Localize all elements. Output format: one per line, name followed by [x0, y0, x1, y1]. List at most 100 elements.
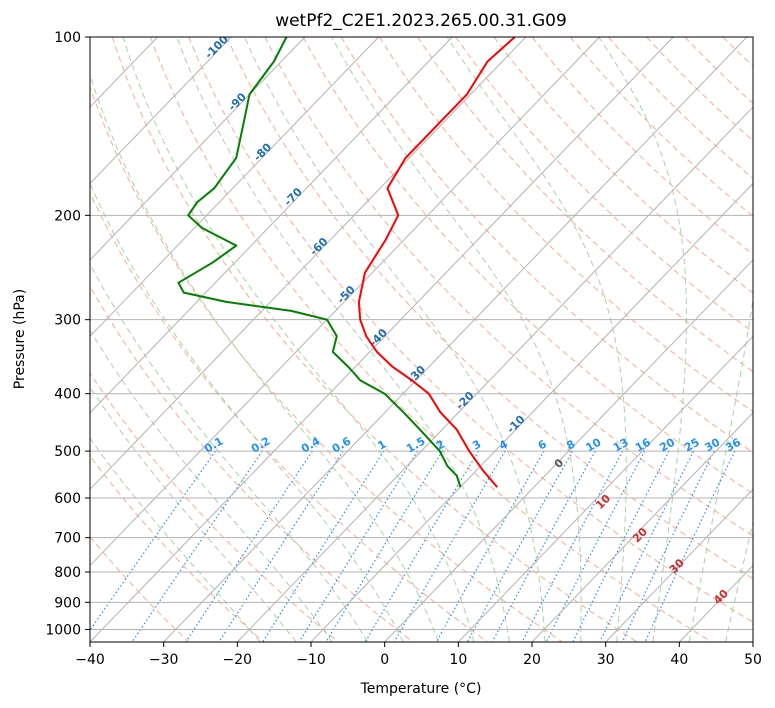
isotherm-line: [90, 37, 600, 567]
isotherm-line: [752, 641, 753, 642]
dry-adiabat-line: [90, 191, 488, 642]
isotherm-line: [236, 106, 753, 642]
mixing-ratio-line: [545, 450, 646, 642]
y-tick-label: 900: [54, 595, 81, 611]
moist-adiabat-line: [762, 37, 775, 642]
y-tick-label: 200: [54, 208, 81, 224]
dry-adiabat-label: -30: [405, 363, 428, 386]
moist-adiabat-line: [90, 329, 333, 642]
x-tick-label: 20: [523, 652, 541, 668]
background-lines: [90, 37, 775, 642]
mixing-ratio-label: 30: [703, 435, 723, 454]
mixing-ratio-label: 10: [584, 435, 604, 454]
moist-adiabat-line: [446, 37, 627, 642]
isotherm-line: [90, 37, 232, 185]
dry-adiabat-label: -50: [335, 283, 358, 306]
x-tick-label: −30: [149, 652, 179, 668]
dry-adiabat-label: -40: [367, 326, 390, 349]
dry-adiabat-line: [302, 37, 753, 495]
dry-adiabat-line: [188, 37, 753, 623]
dry-adiabat-line: [569, 37, 753, 217]
mixing-ratio-label: 1: [376, 438, 389, 453]
moist-adiabat-line: [598, 37, 687, 642]
y-axis: 100 200 300 400 500 600 700 800 900 1000: [45, 30, 90, 638]
dry-adiabat-line: [264, 37, 753, 537]
x-tick-label: 40: [670, 652, 688, 668]
x-tick-label: −40: [75, 652, 105, 668]
isotherm-line: [90, 37, 527, 490]
mixing-ratio-label: 6: [536, 437, 549, 452]
x-tick-label: 0: [380, 652, 389, 668]
dry-adiabat-line: [761, 37, 775, 642]
dry-adiabat-line: [417, 37, 753, 373]
moist-adiabat-line: [90, 437, 261, 642]
moist-adiabat-line: [176, 37, 510, 642]
dry-adiabat-line: [90, 285, 414, 642]
dry-adiabat-line: [493, 37, 753, 294]
mixing-ratio-line: [572, 450, 670, 642]
y-tick-label: 300: [54, 313, 81, 329]
moist-adiabat-label: 10: [593, 492, 613, 512]
y-tick-label: 800: [54, 565, 81, 581]
moist-adiabat-line: [725, 520, 753, 642]
dry-adiabat-line: [226, 37, 753, 580]
x-axis: −40 −30 −20 −10 0 10 20 30 40 50: [75, 642, 762, 668]
moist-adiabat-label: 20: [630, 525, 650, 545]
isotherm-line: [163, 37, 748, 642]
isotherm-line: [384, 259, 753, 642]
moist-adiabat-line: [244, 37, 546, 642]
mixing-ratio-label: 16: [633, 435, 653, 454]
mixing-ratio-label: 3: [470, 438, 483, 453]
mixing-ratio-label: 0.6: [330, 434, 354, 455]
dry-adiabat-line: [340, 37, 753, 454]
y-tick-label: 500: [54, 444, 81, 460]
mixing-ratio-line: [521, 450, 624, 642]
mixing-ratio-line: [644, 450, 736, 642]
plot-frame: [89, 36, 754, 643]
mixing-ratio-line: [435, 450, 545, 642]
isotherm-line: [90, 37, 453, 414]
dry-adiabat-line: [150, 37, 712, 642]
dry-adiabat-line: [646, 37, 753, 142]
moist-adiabat-line: [688, 296, 753, 642]
x-tick-label: −20: [223, 652, 253, 668]
moist-adiabat-line: [90, 386, 297, 642]
dry-adiabat-line: [531, 37, 753, 256]
y-tick-label: 400: [54, 387, 81, 403]
mixing-ratio-label: 2: [434, 438, 447, 453]
y-tick-label: 600: [54, 491, 81, 507]
x-tick-label: 50: [744, 652, 762, 668]
moist-adiabat-label: 0: [552, 456, 567, 471]
dry-adiabat-label: -80: [251, 140, 274, 163]
mixing-ratio-line: [325, 450, 443, 642]
dry-adiabat-label: -10: [504, 412, 527, 435]
moist-adiabat-line: [90, 73, 439, 642]
isotherm-line: [531, 412, 753, 642]
x-tick-label: −10: [296, 652, 326, 668]
mixing-ratio-line: [466, 450, 574, 642]
mixing-ratio-label: 0.1: [202, 435, 225, 456]
dry-adiabat-line: [90, 455, 264, 642]
dry-adiabat-line: [684, 37, 753, 104]
x-tick-label: 10: [449, 652, 467, 668]
y-tick-label: 1000: [45, 622, 81, 638]
dry-adiabat-label: -60: [307, 235, 330, 258]
moist-adiabat-line: [90, 263, 369, 642]
moist-adiabat-label: 30: [667, 556, 687, 576]
mixing-ratio-label: 4: [497, 437, 510, 452]
isotherm-line: [605, 488, 753, 642]
x-tick-label: 30: [597, 652, 615, 668]
mixing-ratio-line: [298, 450, 419, 642]
chart-title: wetPf2_C2E1.2023.265.00.31.G09: [275, 11, 567, 31]
dry-adiabat-line: [111, 37, 638, 642]
dry-adiabat-line: [722, 37, 753, 67]
mixing-ratio-label: 25: [682, 436, 702, 455]
isotherm-line: [457, 335, 753, 642]
dry-adiabat-line: [608, 37, 753, 179]
y-tick-label: 100: [54, 30, 81, 46]
dewpoint-profile-line: [177, 37, 462, 488]
dry-adiabat-label: -70: [282, 185, 305, 208]
mixing-ratio-line: [364, 450, 480, 642]
